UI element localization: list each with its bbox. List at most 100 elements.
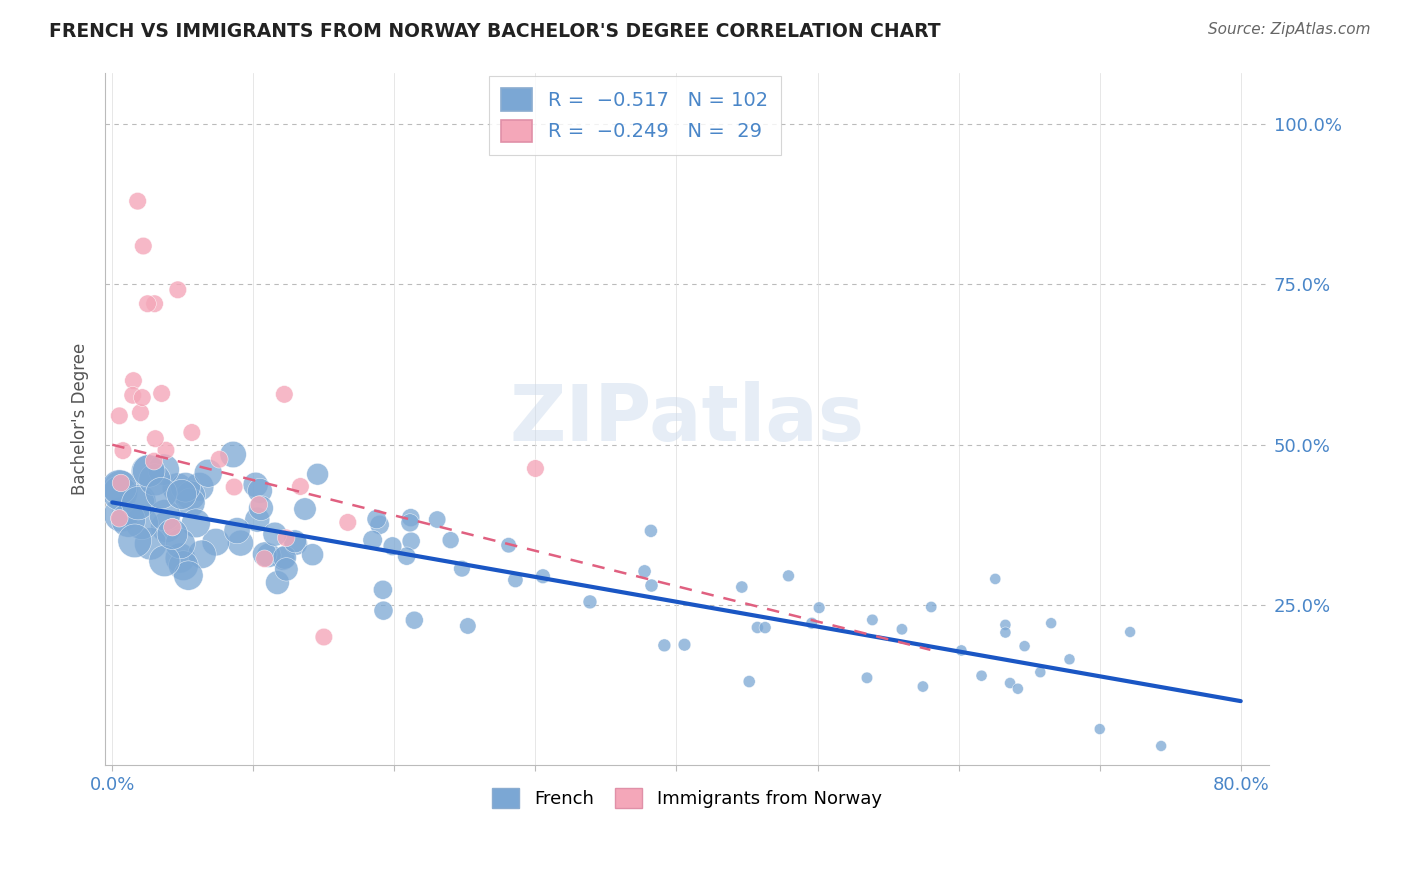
- Point: [307, 467, 329, 482]
- Text: ZIPatlas: ZIPatlas: [509, 381, 865, 457]
- Point: [226, 524, 249, 538]
- Y-axis label: Bachelor's Degree: Bachelor's Degree: [72, 343, 89, 495]
- Point: [998, 676, 1021, 690]
- Point: [129, 406, 152, 420]
- Point: [170, 487, 193, 501]
- Point: [1119, 624, 1142, 639]
- Point: [204, 535, 226, 549]
- Point: [121, 388, 143, 402]
- Point: [257, 549, 280, 563]
- Point: [177, 568, 200, 582]
- Point: [911, 680, 934, 694]
- Point: [180, 489, 202, 503]
- Point: [152, 462, 174, 476]
- Point: [731, 580, 754, 594]
- Point: [180, 425, 202, 440]
- Point: [531, 569, 554, 583]
- Point: [970, 669, 993, 683]
- Point: [132, 239, 155, 253]
- Point: [1088, 722, 1111, 736]
- Point: [654, 638, 676, 652]
- Point: [122, 374, 145, 388]
- Point: [373, 604, 395, 618]
- Point: [246, 513, 269, 527]
- Point: [457, 619, 479, 633]
- Point: [920, 599, 942, 614]
- Point: [312, 630, 335, 644]
- Point: [368, 517, 391, 532]
- Point: [117, 513, 139, 527]
- Point: [253, 547, 276, 561]
- Point: [131, 391, 153, 405]
- Point: [155, 443, 177, 458]
- Point: [150, 486, 173, 500]
- Point: [131, 516, 153, 530]
- Point: [285, 537, 308, 551]
- Point: [1150, 739, 1173, 753]
- Point: [110, 508, 132, 522]
- Point: [155, 520, 177, 534]
- Point: [276, 562, 298, 576]
- Point: [738, 674, 761, 689]
- Point: [111, 443, 134, 458]
- Point: [139, 537, 162, 551]
- Text: Source: ZipAtlas.com: Source: ZipAtlas.com: [1208, 22, 1371, 37]
- Legend: French, Immigrants from Norway: French, Immigrants from Norway: [485, 780, 889, 815]
- Point: [754, 621, 776, 635]
- Point: [290, 479, 312, 493]
- Point: [284, 534, 307, 549]
- Point: [229, 536, 252, 550]
- Point: [172, 558, 194, 573]
- Point: [276, 531, 298, 545]
- Point: [124, 533, 146, 548]
- Point: [860, 613, 883, 627]
- Point: [426, 512, 449, 526]
- Point: [856, 671, 879, 685]
- Point: [1007, 681, 1029, 696]
- Point: [128, 493, 150, 508]
- Point: [264, 527, 287, 541]
- Point: [890, 622, 912, 636]
- Point: [153, 508, 176, 522]
- Point: [108, 480, 131, 494]
- Point: [245, 477, 267, 491]
- Point: [271, 551, 294, 566]
- Point: [633, 565, 655, 579]
- Point: [127, 496, 149, 510]
- Point: [778, 569, 800, 583]
- Point: [208, 452, 231, 467]
- Point: [640, 524, 662, 538]
- Point: [179, 496, 201, 510]
- Point: [247, 498, 270, 512]
- Point: [808, 600, 831, 615]
- Point: [800, 616, 823, 631]
- Point: [162, 520, 184, 534]
- Point: [108, 409, 131, 423]
- Point: [399, 516, 422, 530]
- Point: [524, 461, 547, 475]
- Point: [1040, 616, 1063, 631]
- Point: [498, 538, 520, 552]
- Point: [294, 502, 316, 516]
- Point: [1014, 639, 1036, 653]
- Point: [184, 516, 207, 531]
- Point: [136, 464, 159, 478]
- Point: [640, 578, 662, 592]
- Point: [366, 512, 388, 526]
- Point: [174, 480, 197, 494]
- Point: [273, 550, 295, 565]
- Point: [166, 283, 188, 297]
- Point: [505, 573, 527, 587]
- Point: [127, 194, 149, 209]
- Point: [166, 481, 188, 495]
- Point: [162, 527, 184, 541]
- Point: [143, 473, 166, 487]
- Point: [1029, 665, 1052, 680]
- Point: [143, 296, 166, 310]
- Point: [222, 448, 245, 462]
- Point: [1059, 652, 1081, 666]
- Point: [579, 595, 602, 609]
- Point: [273, 387, 295, 401]
- Point: [381, 539, 404, 553]
- Point: [188, 480, 211, 494]
